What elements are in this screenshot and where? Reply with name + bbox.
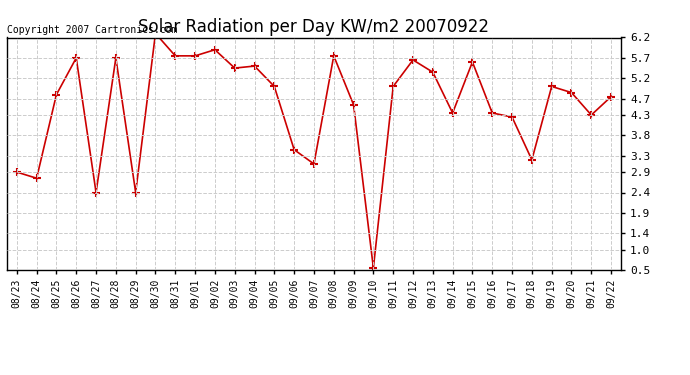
Text: Copyright 2007 Cartronics.com: Copyright 2007 Cartronics.com bbox=[7, 25, 177, 35]
Title: Solar Radiation per Day KW/m2 20070922: Solar Radiation per Day KW/m2 20070922 bbox=[139, 18, 489, 36]
